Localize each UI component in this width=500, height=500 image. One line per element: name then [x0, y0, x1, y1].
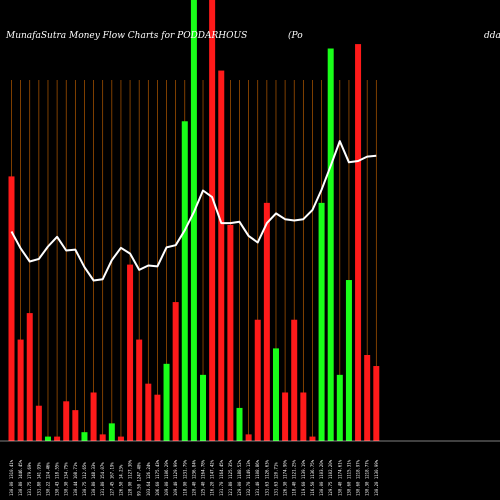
x-tick-label: 131.80 141.93% [36, 462, 41, 496]
bar [236, 407, 243, 441]
bar [17, 339, 24, 441]
bar [245, 434, 252, 441]
x-tick-label: 130.60 1218.97% [356, 459, 361, 496]
bar [54, 436, 61, 441]
bar [364, 355, 371, 441]
x-tick-label: 109.00 1106.29% [164, 459, 169, 496]
bar [318, 202, 325, 441]
bar [44, 436, 51, 441]
x-tick-label: 118.90 1231.79% [182, 459, 187, 496]
x-tick-label: 131.40 1108.86% [255, 459, 260, 496]
x-tick-label: 130.80 1446.45% [18, 459, 23, 496]
bar [291, 319, 298, 441]
x-tick-label: 127.45 167.19% [109, 462, 114, 496]
bar [209, 0, 216, 441]
bar [117, 436, 124, 441]
x-tick-label: 121.80 1125.35% [228, 459, 233, 496]
x-tick-label: 103.64 126.24% [146, 462, 151, 496]
bar [327, 48, 334, 441]
x-tick-label: 126.30 1174.90% [283, 459, 288, 496]
x-tick-label: 129.00 1188.52% [237, 459, 242, 496]
x-tick-label: 99.50 1247.40% [137, 462, 142, 496]
x-tick-label: 126.50 14.23% [118, 464, 123, 496]
bar [282, 392, 289, 441]
bars [8, 0, 380, 442]
bar [172, 302, 179, 441]
x-tick-label: 130.44 108.71% [73, 462, 78, 496]
bar [336, 374, 343, 441]
bar [309, 436, 316, 441]
x-tick-label: 120.40 1236.84% [191, 459, 196, 496]
x-tick-label: 130.30 134.75% [64, 462, 69, 496]
bar [81, 432, 88, 441]
bar [145, 383, 152, 441]
x-tick-label: 132.70 1149.13% [246, 459, 251, 496]
bar [263, 202, 270, 441]
bar [26, 313, 33, 441]
bar [99, 434, 106, 441]
x-tick-label: 106.60 1175.43% [155, 459, 160, 496]
money-flow-line [10, 140, 377, 282]
bar [227, 224, 234, 441]
bar [154, 394, 161, 441]
chart-title-company-cont: ddar [484, 31, 500, 41]
bar [8, 176, 15, 441]
x-tick-label: 130.80 148.33% [91, 462, 96, 496]
bar [200, 374, 207, 441]
bar [72, 410, 79, 441]
x-tick-label: 130.75 112.65% [82, 462, 87, 496]
bar [218, 70, 225, 441]
x-tick-label: 116.20 1147.42% [210, 459, 215, 496]
x-tick-label: 130.60 1115.31% [346, 459, 351, 496]
x-tick-label: 130.20 1130.99% [374, 459, 379, 496]
chart-title-company: (Po [288, 30, 303, 41]
x-tick-label: 130.40 1174.61% [337, 459, 342, 496]
x-tick-label: 129.75 1102.20% [328, 459, 333, 496]
bar [108, 423, 115, 441]
bar [127, 264, 134, 441]
bar [272, 348, 279, 441]
x-tick-label: 131.80 154.07% [100, 462, 105, 496]
bar [35, 405, 42, 441]
bar [190, 0, 197, 441]
x-tick-label: 130.00 1310.41% [9, 459, 14, 496]
x-tick-labels: 130.00 1310.41% 130.80 1446.45% 131.75 179… [9, 459, 379, 496]
x-tick-label: 130.22 124.46% [45, 462, 50, 496]
x-tick-label: 131.63 1126.63% [264, 459, 269, 496]
x-tick-label: 130.43 118.55% [55, 462, 60, 496]
chart-title: MunafaSutra Money Flow Charts for PODDAR… [5, 31, 247, 41]
x-tick-label: 128.90 1127.30% [128, 459, 133, 496]
bar [373, 366, 380, 441]
x-tick-label: 116.50 1136.75% [310, 459, 315, 496]
x-tick-label: 131.70 1164.45% [219, 459, 224, 496]
x-tick-label: 119.60 1139.19% [301, 459, 306, 496]
bar [345, 280, 352, 441]
x-tick-label: 125.40 1164.78% [201, 459, 206, 496]
x-tick-label: 130.00 1103.20% [319, 459, 324, 496]
bar [90, 392, 97, 441]
x-tick-label: 131.63 120.71% [273, 462, 278, 496]
x-tick-label: 130.30 1218.77% [365, 459, 370, 496]
bar [136, 339, 143, 441]
bar [163, 363, 170, 441]
bar [254, 319, 261, 441]
x-tick-label: 131.75 179.69% [27, 462, 32, 496]
bar [355, 44, 362, 441]
bar [63, 401, 70, 441]
x-tick-label: 109.40 1129.99% [173, 459, 178, 496]
bar [181, 121, 188, 442]
bar [300, 392, 307, 441]
x-tick-label: 118.40 1121.25% [292, 459, 297, 496]
